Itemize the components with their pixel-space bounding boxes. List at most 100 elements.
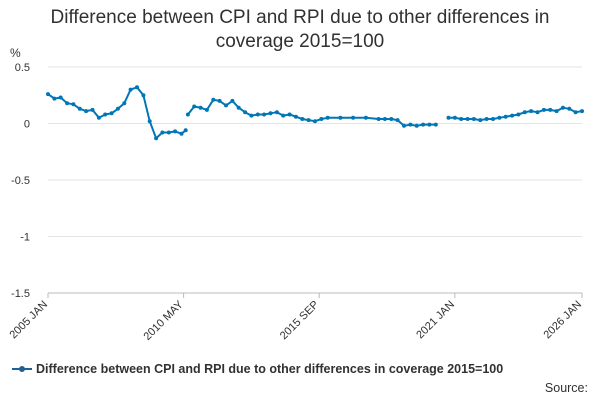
data-point [52,96,57,101]
data-point [230,98,235,103]
data-point [77,106,82,111]
y-tick-label: -1 [20,232,30,244]
data-point [128,87,133,92]
data-point [376,117,381,121]
data-point [115,106,120,111]
data-point [166,130,171,135]
data-point [560,105,565,110]
source-label: Source: [544,381,588,395]
data-point [541,107,546,112]
data-point [90,107,95,112]
data-point [567,106,572,111]
data-point [135,85,139,90]
data-point [217,98,222,103]
data-point [319,117,324,121]
data-point [141,93,146,98]
data-point [478,118,483,123]
data-point [268,111,273,116]
data-point [173,129,178,134]
data-point [122,101,127,106]
chart-legend[interactable]: Difference between CPI and RPI due to ot… [12,362,503,376]
data-point [243,110,248,115]
data-point [414,123,419,128]
data-point [147,119,152,124]
y-tick-label: 0 [24,119,30,131]
data-point [224,103,228,108]
chart-title: Difference between CPI and RPI due to ot… [0,6,600,54]
data-point [535,110,540,115]
data-point [306,118,311,123]
data-point [491,117,495,121]
data-point [510,113,515,118]
x-tick-label: 2010 MAY [141,298,186,343]
data-point [300,117,305,121]
data-point [255,112,260,117]
data-point [198,105,203,110]
data-point [236,105,241,110]
data-point [402,123,406,128]
data-point [389,117,394,121]
data-point [522,110,527,115]
data-point [484,117,489,121]
data-point [192,104,197,109]
x-tick-label: 2021 JAN [414,299,457,342]
data-point [351,115,356,120]
y-tick-label: -0.5 [11,175,30,187]
data-point [185,112,190,117]
x-tick-label: 2005 JAN [7,299,50,342]
data-point [65,101,70,106]
data-point [58,95,63,100]
x-tick-label: 2015 SEP [278,299,322,343]
data-point [281,113,286,118]
data-point [293,114,298,119]
series-line [47,86,187,140]
data-point [179,131,184,136]
data-point [427,122,432,127]
data-point [84,109,89,114]
series-line [448,106,583,122]
data-point [452,115,457,120]
data-point [96,115,101,120]
data-point [274,110,279,115]
chart-title-line-1: Difference between CPI and RPI due to ot… [50,7,550,28]
data-point [204,107,209,112]
data-point [503,114,508,119]
chart-title-line-2: coverage 2015=100 [215,31,385,52]
data-point [408,122,413,127]
data-point [471,117,476,121]
data-point [109,111,114,116]
data-point [183,128,188,133]
data-point [287,112,292,117]
legend-line-marker-icon [12,366,32,372]
data-point [160,130,165,135]
data-point [313,119,317,124]
y-axis-unit-label: % [10,46,21,60]
data-point [516,112,521,117]
data-point [154,136,159,141]
data-point [554,109,559,114]
data-point [103,112,108,117]
data-point [325,115,330,120]
data-point [573,110,578,115]
data-point [580,109,584,114]
data-point [211,97,216,102]
data-point [395,118,400,123]
data-point [71,102,76,107]
data-point [446,115,451,120]
data-point [465,117,470,121]
data-point [382,117,387,121]
y-tick-label: -1.5 [11,288,30,300]
data-point [421,122,426,127]
data-point [497,115,502,120]
data-point [433,122,438,127]
legend-label: Difference between CPI and RPI due to ot… [36,362,504,376]
x-tick-label: 2026 JAN [541,299,584,342]
data-point [262,112,267,117]
data-point [548,107,553,112]
data-point [529,109,534,114]
data-point [338,115,343,120]
data-point [46,92,50,97]
data-point [249,113,254,118]
data-point [363,115,368,120]
